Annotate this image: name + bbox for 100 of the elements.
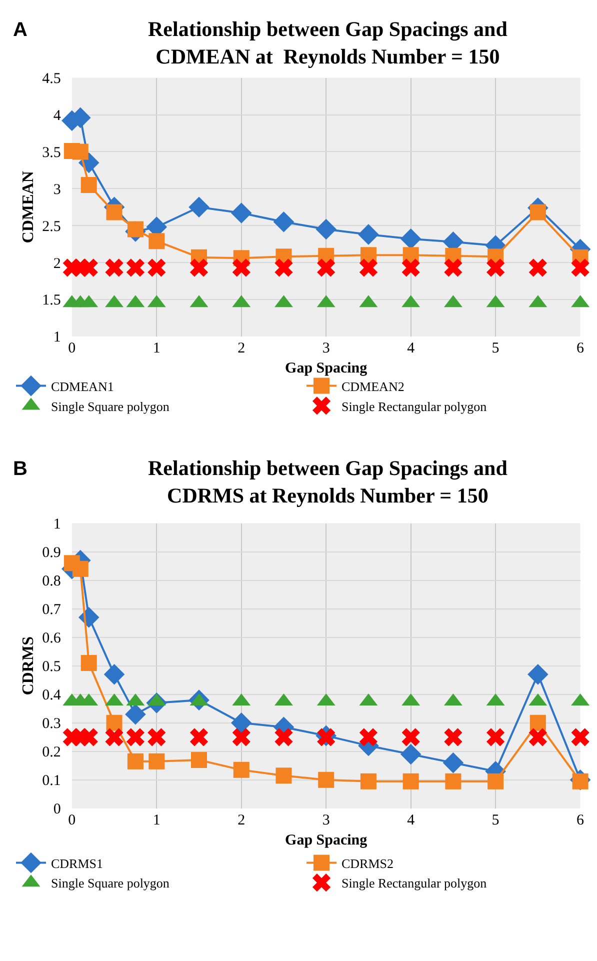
chart-title: Relationship between Gap Spacings and CDMEAN at Reynolds Number = 150 <box>148 17 508 68</box>
x-tick-label: 5 <box>492 340 500 356</box>
point <box>317 258 336 277</box>
y-tick-label: 0.3 <box>42 716 61 732</box>
point <box>191 752 207 768</box>
point <box>72 144 88 160</box>
point <box>230 712 252 734</box>
point <box>571 258 590 277</box>
point <box>528 728 547 746</box>
legend-label: Single Rectangular polygon <box>342 876 488 891</box>
point <box>360 773 376 790</box>
point <box>232 258 250 277</box>
x-tick-label: 6 <box>576 812 585 828</box>
x-tick-label: 2 <box>238 340 246 356</box>
point <box>402 773 419 790</box>
point <box>359 728 378 746</box>
x-tick-label: 4 <box>407 340 416 356</box>
point <box>233 762 250 778</box>
y-tick-label: 2.5 <box>42 218 61 235</box>
point <box>126 258 145 277</box>
point <box>80 728 98 746</box>
y-tick-label: 0.2 <box>42 744 61 761</box>
x-tick-label: 5 <box>492 812 500 828</box>
point <box>445 773 462 790</box>
x-axis-title: Gap Spacing <box>285 832 368 848</box>
point <box>230 202 252 224</box>
y-axis-title: CDMEAN <box>20 170 38 244</box>
x-tick-label: 4 <box>407 812 416 828</box>
x-tick-label: 0 <box>68 340 76 356</box>
point <box>105 258 124 277</box>
legend-label: CDRMS2 <box>342 856 394 871</box>
point <box>528 664 548 685</box>
y-tick-label: 1 <box>53 330 61 346</box>
legend-label: CDMEAN1 <box>51 378 114 394</box>
point <box>106 204 122 220</box>
legend-label: CDMEAN2 <box>342 378 404 394</box>
point <box>106 714 122 731</box>
y-tick-label: 3 <box>53 182 61 198</box>
y-tick-label: 2 <box>53 256 61 272</box>
point <box>148 753 165 770</box>
point <box>274 258 293 277</box>
legend-label: Single Rectangular polygon <box>342 398 488 414</box>
point <box>442 752 464 774</box>
point <box>402 728 420 746</box>
y-tick-label: 0.8 <box>42 574 61 590</box>
point <box>276 768 292 784</box>
legend-label: Single Square polygon <box>51 398 170 414</box>
point <box>530 204 546 220</box>
point <box>486 728 505 746</box>
x-tick-label: 3 <box>322 812 330 828</box>
point <box>148 233 165 250</box>
point <box>488 773 504 790</box>
point <box>80 258 98 277</box>
point <box>148 258 166 277</box>
point <box>188 196 210 218</box>
point <box>486 258 505 277</box>
point <box>127 753 144 770</box>
point <box>444 258 462 277</box>
point <box>126 728 145 746</box>
y-tick-label: 4 <box>53 108 62 124</box>
point <box>359 258 378 277</box>
text: A <box>13 19 28 41</box>
point <box>444 728 462 746</box>
x-axis-title: Gap Spacing <box>285 360 368 376</box>
text: B <box>13 458 28 480</box>
y-tick-label: 0.4 <box>42 688 62 704</box>
x-tick-label: 3 <box>322 340 330 356</box>
point <box>80 654 97 671</box>
point <box>316 218 336 240</box>
point <box>190 258 208 277</box>
y-axis-title: CDRMS <box>20 636 38 696</box>
point <box>273 211 294 232</box>
y-tick-label: 0.6 <box>42 630 62 647</box>
y-tick-label: 0.5 <box>42 659 61 676</box>
point <box>400 744 422 765</box>
x-tick-label: 0 <box>68 812 76 828</box>
point <box>571 728 590 746</box>
point <box>104 664 125 685</box>
point <box>274 728 293 746</box>
x-tick-label: 2 <box>238 812 246 828</box>
point <box>148 728 166 746</box>
y-tick-label: 4.5 <box>42 71 61 88</box>
y-tick-label: 1.5 <box>42 292 61 309</box>
point <box>402 258 420 277</box>
y-tick-label: 0.1 <box>42 773 61 790</box>
y-tick-label: 1 <box>53 516 61 533</box>
chart-title: Relationship between Gap Spacings and CDRMS at Reynolds Number = 150 <box>148 456 508 508</box>
x-tick-label: 1 <box>152 812 160 828</box>
point <box>530 714 546 731</box>
point <box>318 772 334 788</box>
point <box>358 224 379 245</box>
y-tick-label: 0 <box>53 802 61 818</box>
point <box>80 176 97 193</box>
legend-label: CDRMS1 <box>51 856 104 871</box>
point <box>105 728 124 746</box>
x-tick-label: 1 <box>152 340 160 356</box>
y-tick-label: 0.7 <box>42 602 62 618</box>
point <box>190 728 208 746</box>
point <box>232 728 250 746</box>
point <box>125 704 146 725</box>
